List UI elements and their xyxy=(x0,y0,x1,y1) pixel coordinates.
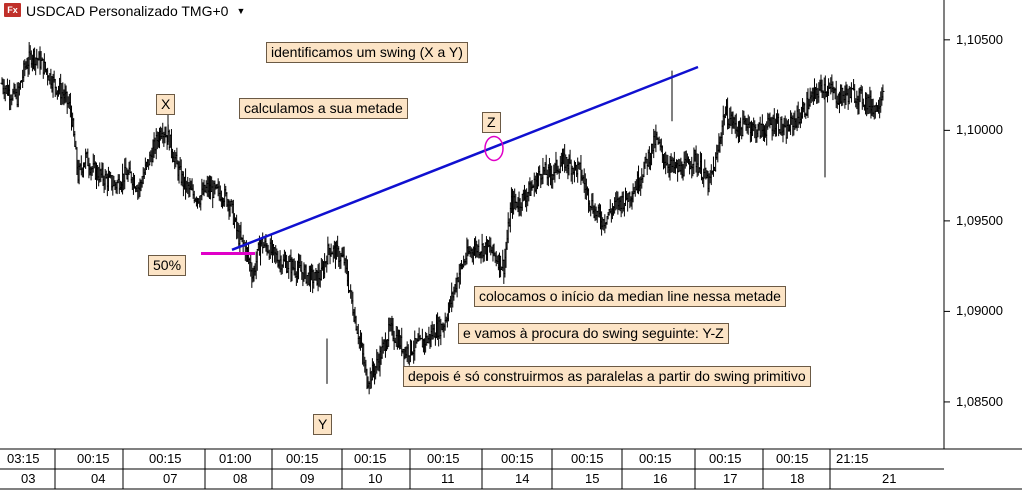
x-time-label: 00:15 xyxy=(427,451,460,466)
x-day-label: 15 xyxy=(585,471,600,486)
x-day-label: 11 xyxy=(441,471,455,486)
x-time-label: 00:15 xyxy=(354,451,387,466)
note-identify-swing[interactable]: identificamos um swing (X a Y) xyxy=(266,42,468,63)
x-time-label: 01:00 xyxy=(219,451,252,466)
label-x[interactable]: X xyxy=(156,94,176,115)
x-day-label: 09 xyxy=(300,471,315,486)
x-time-label: 00:15 xyxy=(286,451,319,466)
note-parallels[interactable]: depois é só construirmos as paralelas a … xyxy=(403,366,811,387)
y-tick-label: 1,08500 xyxy=(956,393,1003,409)
y-tick-label: 1,09500 xyxy=(956,212,1003,228)
y-tick-label: 1,09000 xyxy=(956,303,1003,319)
note-next-swing[interactable]: e vamos à procura do swing seguinte: Y-Z xyxy=(458,323,729,344)
x-time-label: 00:15 xyxy=(709,451,742,466)
label-y[interactable]: Y xyxy=(313,414,333,435)
note-calculate-half[interactable]: calculamos a sua metade xyxy=(239,98,408,119)
x-time-label: 00:15 xyxy=(77,451,110,466)
x-day-label: 18 xyxy=(790,471,805,486)
x-day-label: 10 xyxy=(368,471,383,486)
z-pivot-circle[interactable] xyxy=(484,135,504,162)
fx-logo-icon: Fx xyxy=(4,3,21,17)
drawing-objects[interactable] xyxy=(201,65,699,255)
x-day-label: 17 xyxy=(723,471,738,486)
x-day-label: 07 xyxy=(163,471,178,486)
y-axis-tick-marks xyxy=(944,39,950,403)
x-time-label: 00:15 xyxy=(149,451,182,466)
y-tick-label: 1,10500 xyxy=(956,31,1003,47)
symbol-title: USDCAD Personalizado TMG+0 xyxy=(26,3,229,19)
x-axis-separators xyxy=(54,449,831,489)
label-50-percent[interactable]: 50% xyxy=(148,255,187,276)
x-time-label: 00:15 xyxy=(501,451,534,466)
x-day-label: 03 xyxy=(21,471,36,486)
x-time-label: 00:15 xyxy=(776,451,809,466)
x-day-label: 14 xyxy=(515,471,530,486)
x-time-label: 00:15 xyxy=(639,451,672,466)
x-time-label: 21:15 xyxy=(836,451,869,466)
price-bars xyxy=(0,42,885,395)
median-line[interactable] xyxy=(231,65,699,252)
x-time-label: 03:15 xyxy=(7,451,40,466)
x-day-label: 21 xyxy=(882,471,897,486)
caret-down-icon[interactable]: ▼ xyxy=(236,6,246,16)
x-day-label: 04 xyxy=(91,471,106,486)
y-tick-label: 1,10000 xyxy=(956,122,1003,138)
x-time-label: 00:15 xyxy=(571,451,604,466)
x-day-label: 08 xyxy=(233,471,248,486)
label-z[interactable]: Z xyxy=(482,112,501,133)
chart-title[interactable]: USDCAD Personalizado TMG+0 ▼ xyxy=(26,3,245,19)
note-median-start[interactable]: colocamos o início da median line nessa … xyxy=(474,286,786,307)
x-day-label: 16 xyxy=(653,471,668,486)
